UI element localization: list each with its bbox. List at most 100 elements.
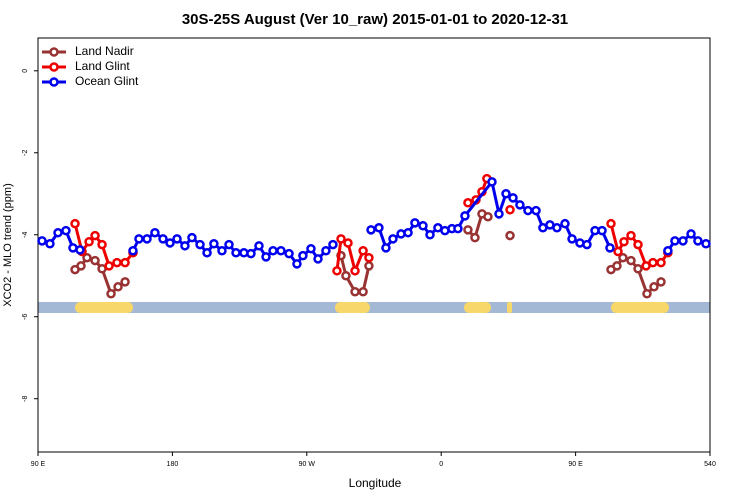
chart-title: 30S-25S August (Ver 10_raw) 2015-01-01 t… xyxy=(182,11,568,28)
data-point xyxy=(358,286,368,297)
data-point xyxy=(187,232,197,243)
data-point xyxy=(470,232,480,243)
x-tick-label: 540 xyxy=(704,461,716,468)
data-point xyxy=(231,248,241,258)
data-point xyxy=(120,257,130,268)
land-strip xyxy=(464,302,491,313)
data-point xyxy=(618,252,628,263)
data-point xyxy=(45,239,55,249)
data-point xyxy=(202,248,212,258)
y-tick-label: -8 xyxy=(22,395,29,401)
data-point xyxy=(261,252,271,262)
data-point xyxy=(217,245,227,256)
data-point xyxy=(284,248,294,259)
data-point xyxy=(633,264,643,274)
data-point xyxy=(332,266,342,276)
data-point xyxy=(180,241,190,251)
data-point xyxy=(633,239,643,250)
data-point xyxy=(97,239,107,250)
data-point xyxy=(112,257,122,268)
data-point xyxy=(663,245,673,256)
data-point xyxy=(276,245,286,256)
data-point xyxy=(686,229,696,239)
data-point xyxy=(605,243,615,253)
data-point xyxy=(678,236,688,246)
data-point xyxy=(298,250,308,261)
data-point xyxy=(306,243,316,254)
data-point xyxy=(341,270,351,281)
data-point xyxy=(552,223,562,233)
data-point xyxy=(374,223,384,233)
data-point xyxy=(648,257,658,268)
legend-label: Ocean Glint xyxy=(75,74,139,88)
data-point xyxy=(560,218,570,229)
x-axis-label: Longitude xyxy=(349,476,402,490)
data-point xyxy=(460,211,470,221)
data-point xyxy=(76,261,86,271)
x-tick-label: 0 xyxy=(439,461,443,468)
data-point xyxy=(172,234,182,244)
data-point xyxy=(619,236,629,247)
data-point xyxy=(463,225,473,235)
data-point xyxy=(418,220,428,231)
data-point xyxy=(61,225,71,236)
data-point xyxy=(336,234,346,244)
data-point xyxy=(128,245,138,256)
data-point xyxy=(582,239,592,250)
data-point xyxy=(693,236,703,246)
data-point xyxy=(313,254,323,264)
data-point xyxy=(505,204,515,215)
data-point xyxy=(350,266,360,276)
data-point xyxy=(670,236,680,246)
data-point xyxy=(292,259,302,269)
x-tick-label: 180 xyxy=(167,461,179,468)
data-point xyxy=(195,239,205,250)
legend-label: Land Glint xyxy=(75,59,130,73)
data-point xyxy=(612,261,622,271)
data-point xyxy=(597,225,607,236)
data-point xyxy=(120,277,130,287)
data-point xyxy=(606,218,616,229)
data-point xyxy=(523,205,533,216)
land-strip xyxy=(75,302,133,313)
data-point xyxy=(358,245,368,256)
data-point xyxy=(104,261,114,271)
data-point xyxy=(350,286,360,297)
data-point xyxy=(410,218,420,228)
data-point xyxy=(494,209,504,219)
data-point xyxy=(483,211,493,222)
data-point xyxy=(70,218,80,229)
y-axis-label: XCO2 - MLO trend (ppm) xyxy=(2,183,14,306)
legend-label: Land Nadir xyxy=(75,44,134,58)
data-point xyxy=(343,238,353,248)
data-point xyxy=(113,282,123,292)
data-point xyxy=(381,243,391,253)
y-tick-label: -4 xyxy=(22,232,29,238)
data-point xyxy=(425,230,435,240)
data-point xyxy=(37,236,47,246)
data-point xyxy=(567,234,577,244)
legend-marker xyxy=(49,77,59,87)
data-point xyxy=(515,200,525,210)
data-point xyxy=(165,238,175,248)
data-point xyxy=(321,245,331,256)
data-point xyxy=(656,257,666,268)
data-point xyxy=(268,245,278,256)
data-point xyxy=(613,246,623,257)
data-point xyxy=(134,234,144,244)
data-point xyxy=(364,261,374,271)
data-point xyxy=(106,289,116,299)
data-point xyxy=(626,255,636,266)
data-point xyxy=(246,248,256,259)
land-strip xyxy=(611,302,669,313)
data-point xyxy=(328,239,338,250)
data-point xyxy=(84,236,94,247)
data-point xyxy=(90,230,100,241)
data-point xyxy=(158,234,168,244)
data-point xyxy=(388,234,398,244)
land-strip xyxy=(335,302,370,313)
data-point xyxy=(90,255,100,266)
data-point xyxy=(501,189,511,199)
ocean-strip xyxy=(38,302,710,313)
